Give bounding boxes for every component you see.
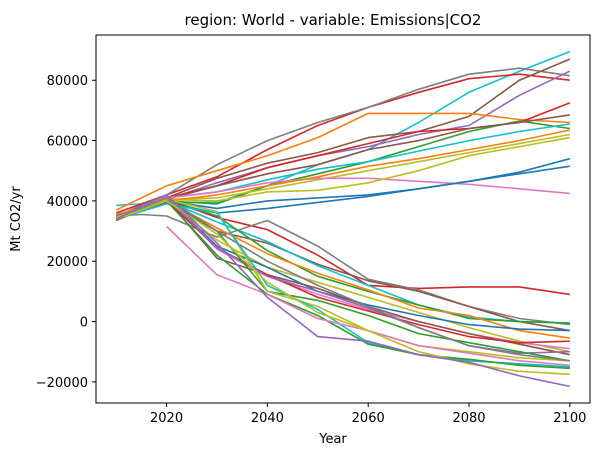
y-tick-label: 20000 [47, 255, 88, 270]
plot-lines [115, 50, 571, 388]
series-line-16 [115, 129, 570, 220]
y-axis-label: Mt CO2/yr [9, 186, 24, 252]
plot-frame [95, 34, 591, 404]
x-tick-label: 2080 [452, 411, 485, 426]
x-tick-label: 2040 [251, 411, 284, 426]
series-line-32 [115, 203, 570, 368]
y-tick-label: 60000 [47, 135, 88, 150]
x-axis-ticks: 2020 2040 2060 2080 2100 [150, 403, 586, 426]
series-line-2 [115, 73, 570, 214]
series-line-36 [115, 194, 570, 388]
series-line-3 [115, 67, 570, 217]
y-tick-label: −20000 [36, 376, 88, 391]
y-tick-label: 0 [80, 316, 88, 331]
series-line-29 [115, 200, 570, 362]
series-line-4 [115, 58, 571, 219]
series-line-31 [115, 197, 570, 362]
x-tick-label: 2100 [553, 411, 586, 426]
series-line-12 [115, 177, 570, 220]
x-tick-label: 2060 [352, 411, 385, 426]
y-tick-label: 40000 [47, 195, 88, 210]
x-tick-label: 2020 [150, 411, 183, 426]
series-line-33 [115, 200, 570, 370]
series-line-6 [115, 112, 570, 211]
y-tick-label: 80000 [47, 74, 88, 89]
chart-title: region: World - variable: Emissions|CO2 [185, 11, 482, 29]
x-axis-label: Year [318, 432, 347, 447]
series-line-9 [115, 114, 570, 217]
series-line-35 [115, 200, 570, 376]
series-line-27 [115, 200, 570, 344]
series-line-19 [115, 201, 570, 332]
series-line-1 [116, 50, 571, 207]
y-axis-ticks: −20000 0 20000 40000 60000 80000 [36, 74, 96, 391]
series-line-18 [116, 213, 570, 326]
series-line-30 [115, 198, 570, 362]
series-line-13 [115, 136, 570, 217]
series-line-23 [115, 200, 570, 353]
